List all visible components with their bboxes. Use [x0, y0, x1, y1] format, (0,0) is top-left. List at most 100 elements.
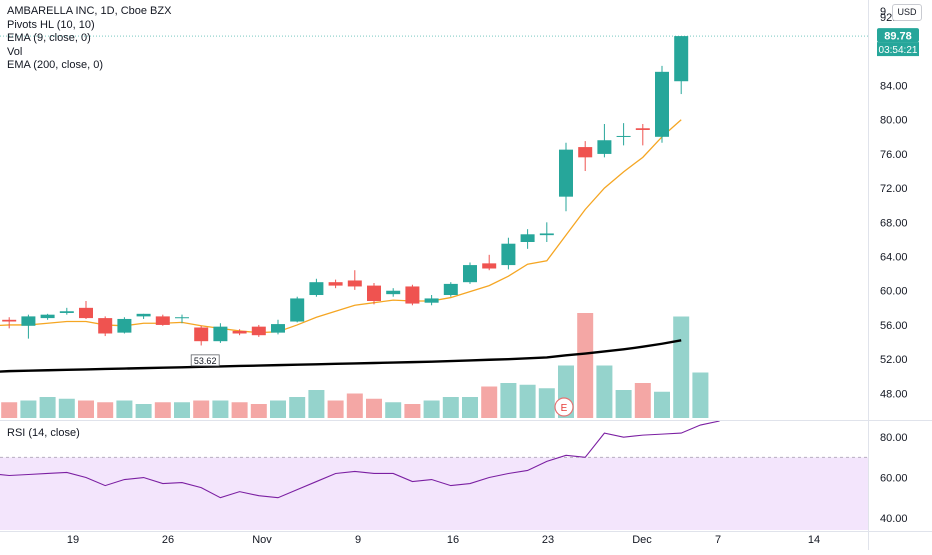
- indicator-ema9[interactable]: EMA (9, close, 0): [7, 32, 91, 44]
- volume-bar[interactable]: [212, 400, 229, 419]
- candle-body[interactable]: [98, 318, 113, 334]
- volume-bar[interactable]: [519, 384, 536, 418]
- candle-body[interactable]: [2, 319, 17, 322]
- candle[interactable]: [155, 314, 170, 326]
- ema200-line[interactable]: [0, 339, 682, 373]
- candle[interactable]: [616, 123, 631, 146]
- volume-bar[interactable]: [193, 400, 210, 419]
- candle-body[interactable]: [59, 311, 74, 313]
- volume-bar[interactable]: [404, 404, 421, 418]
- candle[interactable]: [367, 283, 381, 305]
- volume-bar[interactable]: [481, 386, 498, 419]
- candle[interactable]: [655, 65, 669, 143]
- candle-body[interactable]: [251, 326, 266, 336]
- volume-bar[interactable]: [289, 397, 306, 418]
- indicator-ema200[interactable]: EMA (200, close, 0): [7, 59, 103, 71]
- candle-body[interactable]: [482, 263, 497, 269]
- volume-bar[interactable]: [78, 400, 94, 419]
- candle[interactable]: [175, 314, 189, 324]
- candle[interactable]: [559, 142, 573, 212]
- candle[interactable]: [482, 254, 497, 271]
- volume-bar[interactable]: [135, 404, 152, 418]
- candle-body[interactable]: [232, 330, 247, 334]
- volume-bar[interactable]: [116, 400, 133, 419]
- volume-bar[interactable]: [20, 400, 37, 419]
- candle[interactable]: [386, 288, 401, 297]
- rsi-line[interactable]: [0, 421, 720, 499]
- candle-body[interactable]: [674, 36, 689, 82]
- candle[interactable]: [309, 278, 324, 297]
- candle[interactable]: [578, 141, 593, 172]
- volume-bar[interactable]: [596, 365, 613, 419]
- candle-body[interactable]: [386, 290, 401, 295]
- volume-bar[interactable]: [1, 402, 18, 418]
- volume-bar[interactable]: [423, 400, 440, 419]
- indicator-pivots[interactable]: Pivots HL (10, 10): [7, 18, 95, 31]
- volume-bar[interactable]: [308, 390, 325, 418]
- candle[interactable]: [501, 237, 516, 270]
- candle-body[interactable]: [309, 282, 324, 296]
- candle[interactable]: [539, 222, 554, 242]
- rsi-legend[interactable]: RSI (14, close): [7, 427, 80, 439]
- candle[interactable]: [79, 300, 93, 319]
- volume-bar[interactable]: [673, 316, 690, 419]
- candle[interactable]: [271, 319, 285, 335]
- volume-bar[interactable]: [500, 383, 517, 418]
- volume-bar[interactable]: [270, 400, 286, 419]
- candle[interactable]: [290, 296, 305, 323]
- candle-body[interactable]: [367, 285, 381, 301]
- volume-bar[interactable]: [39, 397, 56, 418]
- candle[interactable]: [213, 323, 228, 343]
- volume-bar[interactable]: [692, 372, 709, 419]
- candle[interactable]: [194, 325, 209, 346]
- candle-body[interactable]: [597, 140, 612, 154]
- candle-body[interactable]: [539, 233, 554, 236]
- candle-body[interactable]: [271, 324, 285, 333]
- volume-bar[interactable]: [154, 402, 171, 418]
- candle-body[interactable]: [21, 316, 36, 326]
- volume-bar[interactable]: [327, 400, 344, 419]
- rsi-pane[interactable]: [0, 421, 868, 538]
- candle-body[interactable]: [520, 234, 535, 242]
- candle-body[interactable]: [194, 327, 209, 342]
- candle-body[interactable]: [40, 314, 55, 319]
- candle[interactable]: [232, 329, 247, 336]
- candle-body[interactable]: [501, 243, 516, 266]
- candle-body[interactable]: [559, 149, 573, 197]
- last-price-tag[interactable]: 89.78 03:54:21: [877, 28, 919, 57]
- candle[interactable]: [674, 36, 689, 95]
- candle-body[interactable]: [79, 307, 93, 319]
- candle-body[interactable]: [443, 283, 458, 296]
- candle[interactable]: [405, 284, 420, 306]
- candle[interactable]: [40, 313, 55, 320]
- currency-selector[interactable]: USD: [892, 4, 922, 21]
- candle[interactable]: [98, 316, 113, 337]
- candle-body[interactable]: [155, 316, 170, 325]
- candle[interactable]: [520, 229, 535, 249]
- volume-bar[interactable]: [231, 402, 248, 418]
- volume-bar[interactable]: [385, 402, 402, 418]
- candle[interactable]: [21, 314, 36, 339]
- candle-body[interactable]: [463, 265, 477, 283]
- candle-body[interactable]: [290, 298, 305, 322]
- volume-bar[interactable]: [97, 402, 114, 418]
- candle-body[interactable]: [424, 298, 439, 303]
- candle[interactable]: [136, 313, 151, 319]
- candle-body[interactable]: [578, 147, 593, 158]
- candle[interactable]: [443, 282, 458, 297]
- candle[interactable]: [328, 279, 343, 289]
- candle-body[interactable]: [175, 317, 189, 319]
- candle[interactable]: [2, 317, 17, 329]
- volume-bar[interactable]: [250, 404, 267, 418]
- symbol-title[interactable]: AMBARELLA INC, 1D, Cboe BZX: [7, 5, 172, 17]
- indicator-vol[interactable]: Vol: [7, 45, 23, 58]
- candle[interactable]: [251, 324, 266, 337]
- volume-bar[interactable]: [577, 313, 594, 418]
- volume-bar[interactable]: [366, 398, 382, 418]
- volume-bar[interactable]: [634, 383, 651, 418]
- volume-bar[interactable]: [58, 398, 75, 418]
- candle-body[interactable]: [635, 128, 650, 130]
- candle[interactable]: [424, 295, 439, 306]
